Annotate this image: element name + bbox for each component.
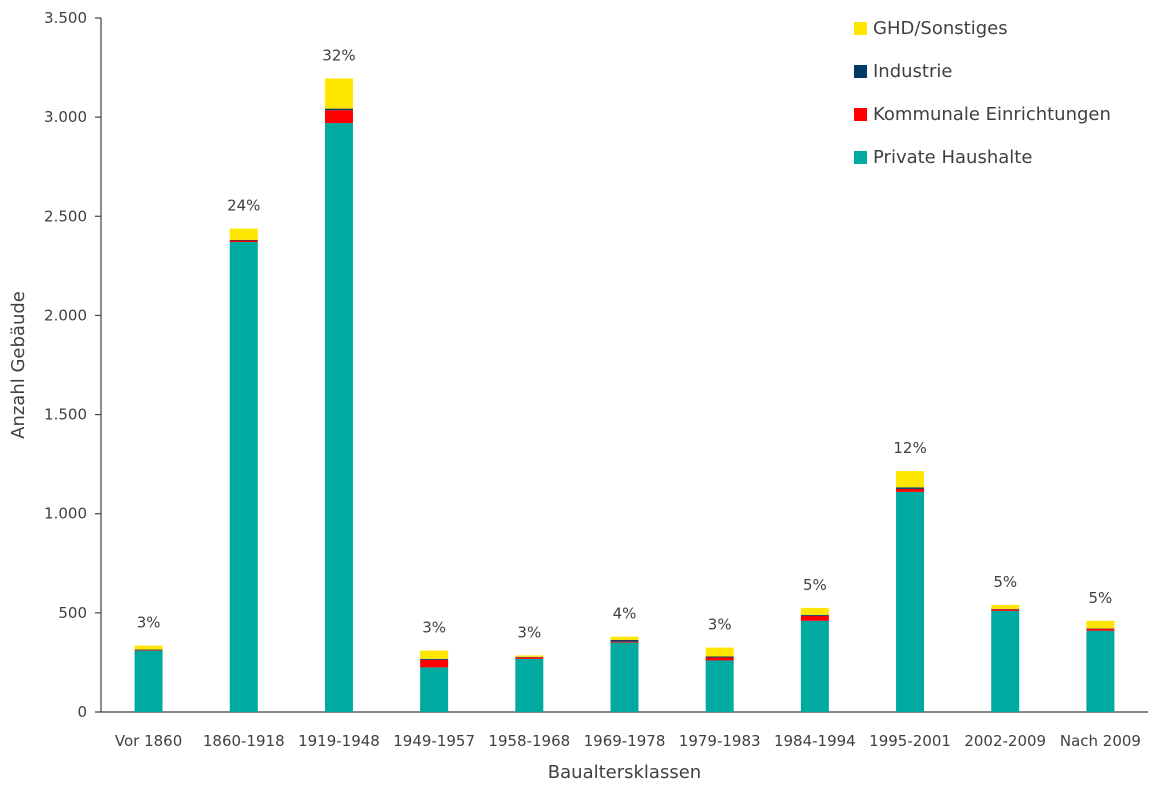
y-tick-label: 500	[58, 604, 87, 622]
x-tick-label: 1860-1918	[203, 732, 285, 750]
x-axis-title: Baualtersklassen	[548, 762, 701, 783]
bar-segment	[705, 647, 734, 657]
x-tick-label: Nach 2009	[1060, 732, 1141, 750]
x-tick-label: 1969-1978	[584, 732, 666, 750]
legend-label: Kommunale Einrichtungen	[873, 104, 1111, 125]
bar-segment	[896, 491, 925, 712]
bar-segment	[515, 657, 544, 659]
y-tick-label: 3.000	[44, 108, 87, 126]
y-ticks: 0 500 1.000 1.500 2.000 2.500 3.000 3.500	[44, 9, 101, 721]
legend-label: GHD/Sonstiges	[873, 18, 1008, 39]
bar-segment	[229, 240, 258, 243]
data-label: 3%	[517, 623, 541, 641]
bar-segment	[800, 607, 829, 615]
bar-segment	[610, 640, 639, 642]
legend: GHD/Sonstiges Industrie Kommunale Einricht…	[854, 18, 1111, 168]
legend-label: Private Haushalte	[873, 147, 1032, 168]
bar-segment	[991, 610, 1020, 712]
data-label: 5%	[993, 573, 1017, 591]
bar-segment	[515, 655, 544, 657]
x-tick-label: 1919-1948	[298, 732, 380, 750]
bar-segment	[324, 110, 353, 124]
bars	[134, 78, 1115, 712]
bar-segment	[134, 649, 163, 651]
bar-segment	[324, 108, 353, 111]
data-label: 5%	[803, 576, 827, 594]
bar-segment	[705, 657, 734, 661]
y-tick-label: 1.000	[44, 505, 87, 523]
bar-segment	[896, 471, 925, 488]
bar-segment	[420, 667, 449, 712]
data-labels: 3% 24% 32% 3% 3% 4% 3% 5% 12% 5% 5%	[137, 46, 1113, 641]
bar-segment	[324, 123, 353, 712]
y-tick-label: 2.000	[44, 306, 87, 324]
data-label: 12%	[893, 439, 926, 457]
data-label: 3%	[137, 614, 161, 632]
bar-segment	[1086, 630, 1115, 712]
legend-swatch	[854, 151, 867, 164]
x-ticks: Vor 1860 1860-1918 1919-1948 1949-1957 1958-…	[115, 732, 1141, 750]
y-tick-label: 1.500	[44, 406, 87, 424]
bar-segment	[991, 604, 1020, 609]
y-tick-label: 3.500	[44, 9, 87, 27]
x-tick-label: 1995-2001	[869, 732, 951, 750]
bar-segment	[1086, 620, 1115, 629]
x-tick-label: Vor 1860	[115, 732, 182, 750]
bar-segment	[705, 660, 734, 712]
x-tick-label: 2002-2009	[964, 732, 1046, 750]
x-tick-label: 1958-1968	[488, 732, 570, 750]
bar-segment	[324, 78, 353, 109]
data-label: 32%	[322, 46, 355, 64]
x-tick-label: 1949-1957	[393, 732, 475, 750]
bar-segment	[420, 650, 449, 659]
bar-segment	[896, 488, 925, 492]
bar-segment	[229, 239, 258, 241]
bar-segment	[705, 656, 734, 658]
bar-segment	[610, 641, 639, 643]
bar-segment	[610, 642, 639, 712]
bar-segment	[896, 487, 925, 489]
bar-segment	[800, 614, 829, 616]
y-tick-label: 0	[77, 703, 87, 721]
bar-segment	[420, 658, 449, 660]
bar-segment	[800, 615, 829, 621]
legend-swatch	[854, 108, 867, 121]
data-label: 3%	[708, 616, 732, 634]
bar-segment	[515, 658, 544, 712]
bar-segment	[610, 636, 639, 641]
bar-segment	[134, 645, 163, 650]
x-tick-label: 1979-1983	[679, 732, 761, 750]
data-label: 24%	[227, 197, 260, 215]
legend-label: Industrie	[873, 61, 952, 82]
bar-segment	[1086, 628, 1115, 631]
bar-segment	[420, 659, 449, 668]
bar-segment	[134, 650, 163, 712]
legend-swatch	[854, 22, 867, 35]
bar-segment	[229, 228, 258, 240]
data-label: 4%	[613, 605, 637, 623]
bar-segment	[229, 242, 258, 712]
bar-segment	[800, 620, 829, 712]
x-tick-label: 1984-1994	[774, 732, 856, 750]
data-label: 3%	[422, 619, 446, 637]
legend-swatch	[854, 65, 867, 78]
y-axis-title: Anzahl Gebäude	[8, 291, 29, 439]
y-tick-label: 2.500	[44, 207, 87, 225]
data-label: 5%	[1089, 589, 1113, 607]
bar-segment	[991, 609, 1020, 611]
